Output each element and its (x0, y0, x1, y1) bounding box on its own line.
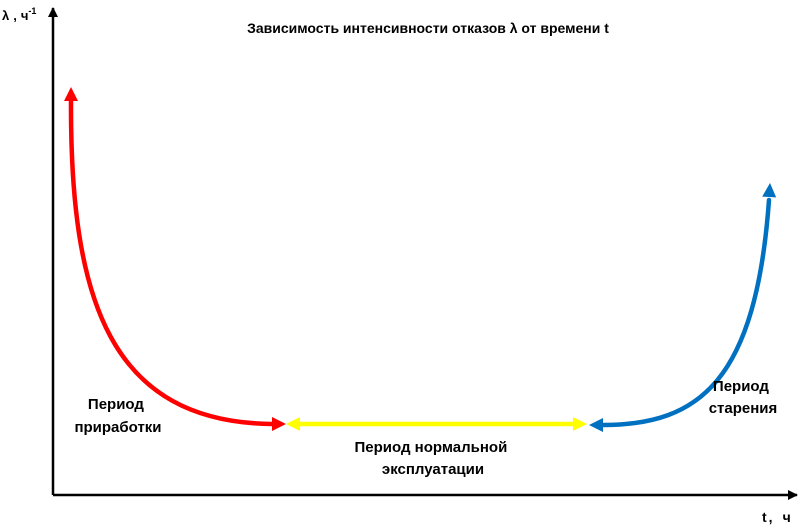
aging-label: Период старения (709, 378, 778, 417)
aging-curve (600, 197, 772, 428)
normal-left-arrowhead (286, 417, 300, 431)
aging-start-arrowhead (589, 418, 603, 432)
aging-arrowhead (762, 183, 777, 198)
normal-right-arrowhead (573, 417, 587, 431)
burn-in-end-arrowhead (272, 417, 286, 431)
y-axis-label: λ, ч-1 (2, 6, 36, 23)
burn-in-curve (68, 97, 275, 427)
normal-operation-label: Период нормальной эксплуатации (355, 439, 512, 478)
burn-in-label: Период приработки (74, 396, 161, 436)
burn-in-arrowhead (64, 87, 78, 101)
chart-title: Зависимость интенсивности отказов λ от в… (247, 20, 609, 36)
x-axis-label: t,ч (762, 509, 791, 525)
